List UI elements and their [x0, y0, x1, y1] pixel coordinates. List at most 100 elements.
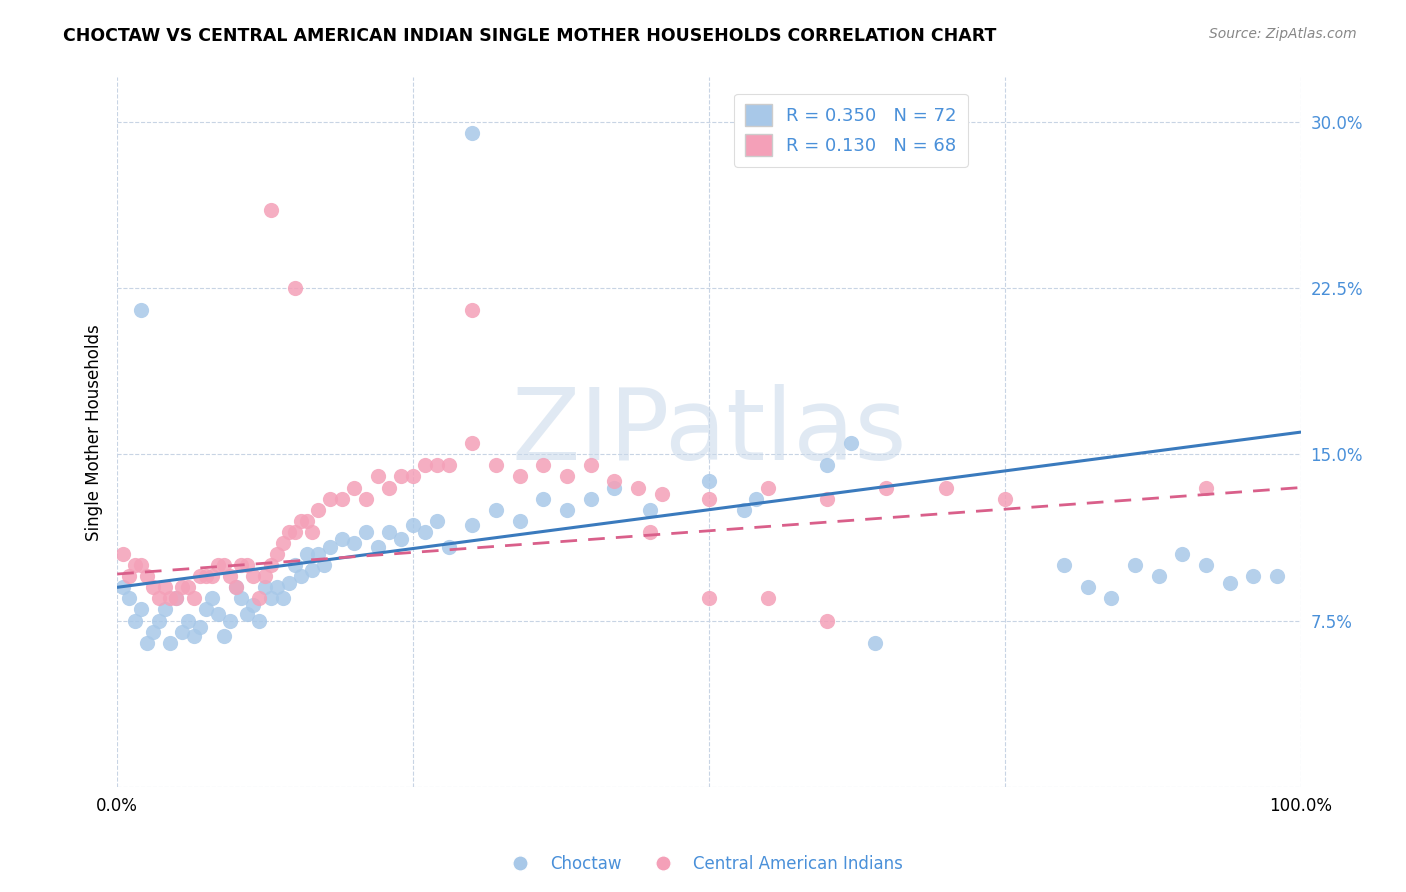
- Point: [603, 474, 626, 488]
- Point: [402, 518, 425, 533]
- Point: [284, 558, 307, 573]
- Point: [1171, 547, 1194, 561]
- Point: [165, 591, 187, 606]
- Point: [194, 602, 217, 616]
- Point: [367, 469, 389, 483]
- Point: [994, 491, 1017, 506]
- Point: [461, 303, 484, 318]
- Point: [402, 469, 425, 483]
- Point: [437, 541, 460, 555]
- Point: [159, 591, 181, 606]
- Point: [284, 281, 307, 295]
- Point: [378, 524, 401, 539]
- Point: [172, 624, 194, 639]
- Point: [142, 580, 165, 594]
- Point: [218, 569, 240, 583]
- Point: [314, 558, 336, 573]
- Point: [242, 569, 264, 583]
- Point: [378, 481, 401, 495]
- Point: [1099, 591, 1122, 606]
- Point: [367, 541, 389, 555]
- Point: [651, 487, 673, 501]
- Point: [1195, 481, 1218, 495]
- Point: [159, 636, 181, 650]
- Point: [266, 547, 288, 561]
- Point: [153, 602, 176, 616]
- Point: [194, 569, 217, 583]
- Point: [254, 580, 277, 594]
- Point: [172, 580, 194, 594]
- Point: [284, 524, 307, 539]
- Point: [319, 491, 342, 506]
- Point: [231, 558, 253, 573]
- Point: [934, 481, 956, 495]
- Point: [231, 591, 253, 606]
- Point: [413, 458, 436, 473]
- Point: [135, 569, 157, 583]
- Y-axis label: Single Mother Households: Single Mother Households: [86, 324, 103, 541]
- Point: [815, 458, 838, 473]
- Point: [579, 458, 602, 473]
- Point: [177, 580, 200, 594]
- Point: [225, 580, 247, 594]
- Point: [112, 580, 135, 594]
- Point: [236, 558, 259, 573]
- Point: [254, 569, 277, 583]
- Point: [295, 547, 318, 561]
- Point: [1218, 575, 1240, 590]
- Point: [343, 536, 366, 550]
- Point: [1241, 569, 1264, 583]
- Point: [638, 502, 661, 516]
- Text: Source: ZipAtlas.com: Source: ZipAtlas.com: [1209, 27, 1357, 41]
- Point: [509, 514, 531, 528]
- Point: [201, 569, 224, 583]
- Point: [697, 491, 720, 506]
- Point: [638, 524, 661, 539]
- Point: [201, 591, 224, 606]
- Point: [733, 502, 755, 516]
- Point: [112, 547, 135, 561]
- Point: [307, 502, 329, 516]
- Point: [1265, 569, 1288, 583]
- Point: [307, 547, 329, 561]
- Point: [212, 629, 235, 643]
- Point: [266, 580, 288, 594]
- Point: [485, 502, 508, 516]
- Point: [183, 591, 205, 606]
- Point: [839, 436, 862, 450]
- Point: [815, 491, 838, 506]
- Point: [756, 481, 779, 495]
- Point: [260, 558, 283, 573]
- Point: [153, 580, 176, 594]
- Point: [290, 569, 312, 583]
- Text: ZIPatlas: ZIPatlas: [512, 384, 907, 481]
- Point: [875, 481, 897, 495]
- Point: [863, 636, 886, 650]
- Point: [555, 502, 578, 516]
- Point: [260, 203, 283, 218]
- Point: [148, 614, 170, 628]
- Point: [242, 598, 264, 612]
- Point: [531, 458, 554, 473]
- Point: [531, 491, 554, 506]
- Point: [437, 458, 460, 473]
- Point: [212, 558, 235, 573]
- Point: [426, 458, 449, 473]
- Point: [218, 614, 240, 628]
- Point: [124, 558, 146, 573]
- Point: [485, 458, 508, 473]
- Point: [461, 518, 484, 533]
- Point: [354, 491, 377, 506]
- Point: [177, 614, 200, 628]
- Legend: Choctaw, Central American Indians: Choctaw, Central American Indians: [496, 848, 910, 880]
- Point: [148, 591, 170, 606]
- Point: [207, 607, 229, 621]
- Point: [426, 514, 449, 528]
- Point: [319, 541, 342, 555]
- Point: [124, 614, 146, 628]
- Point: [183, 629, 205, 643]
- Point: [260, 591, 283, 606]
- Point: [815, 614, 838, 628]
- Point: [603, 481, 626, 495]
- Point: [1195, 558, 1218, 573]
